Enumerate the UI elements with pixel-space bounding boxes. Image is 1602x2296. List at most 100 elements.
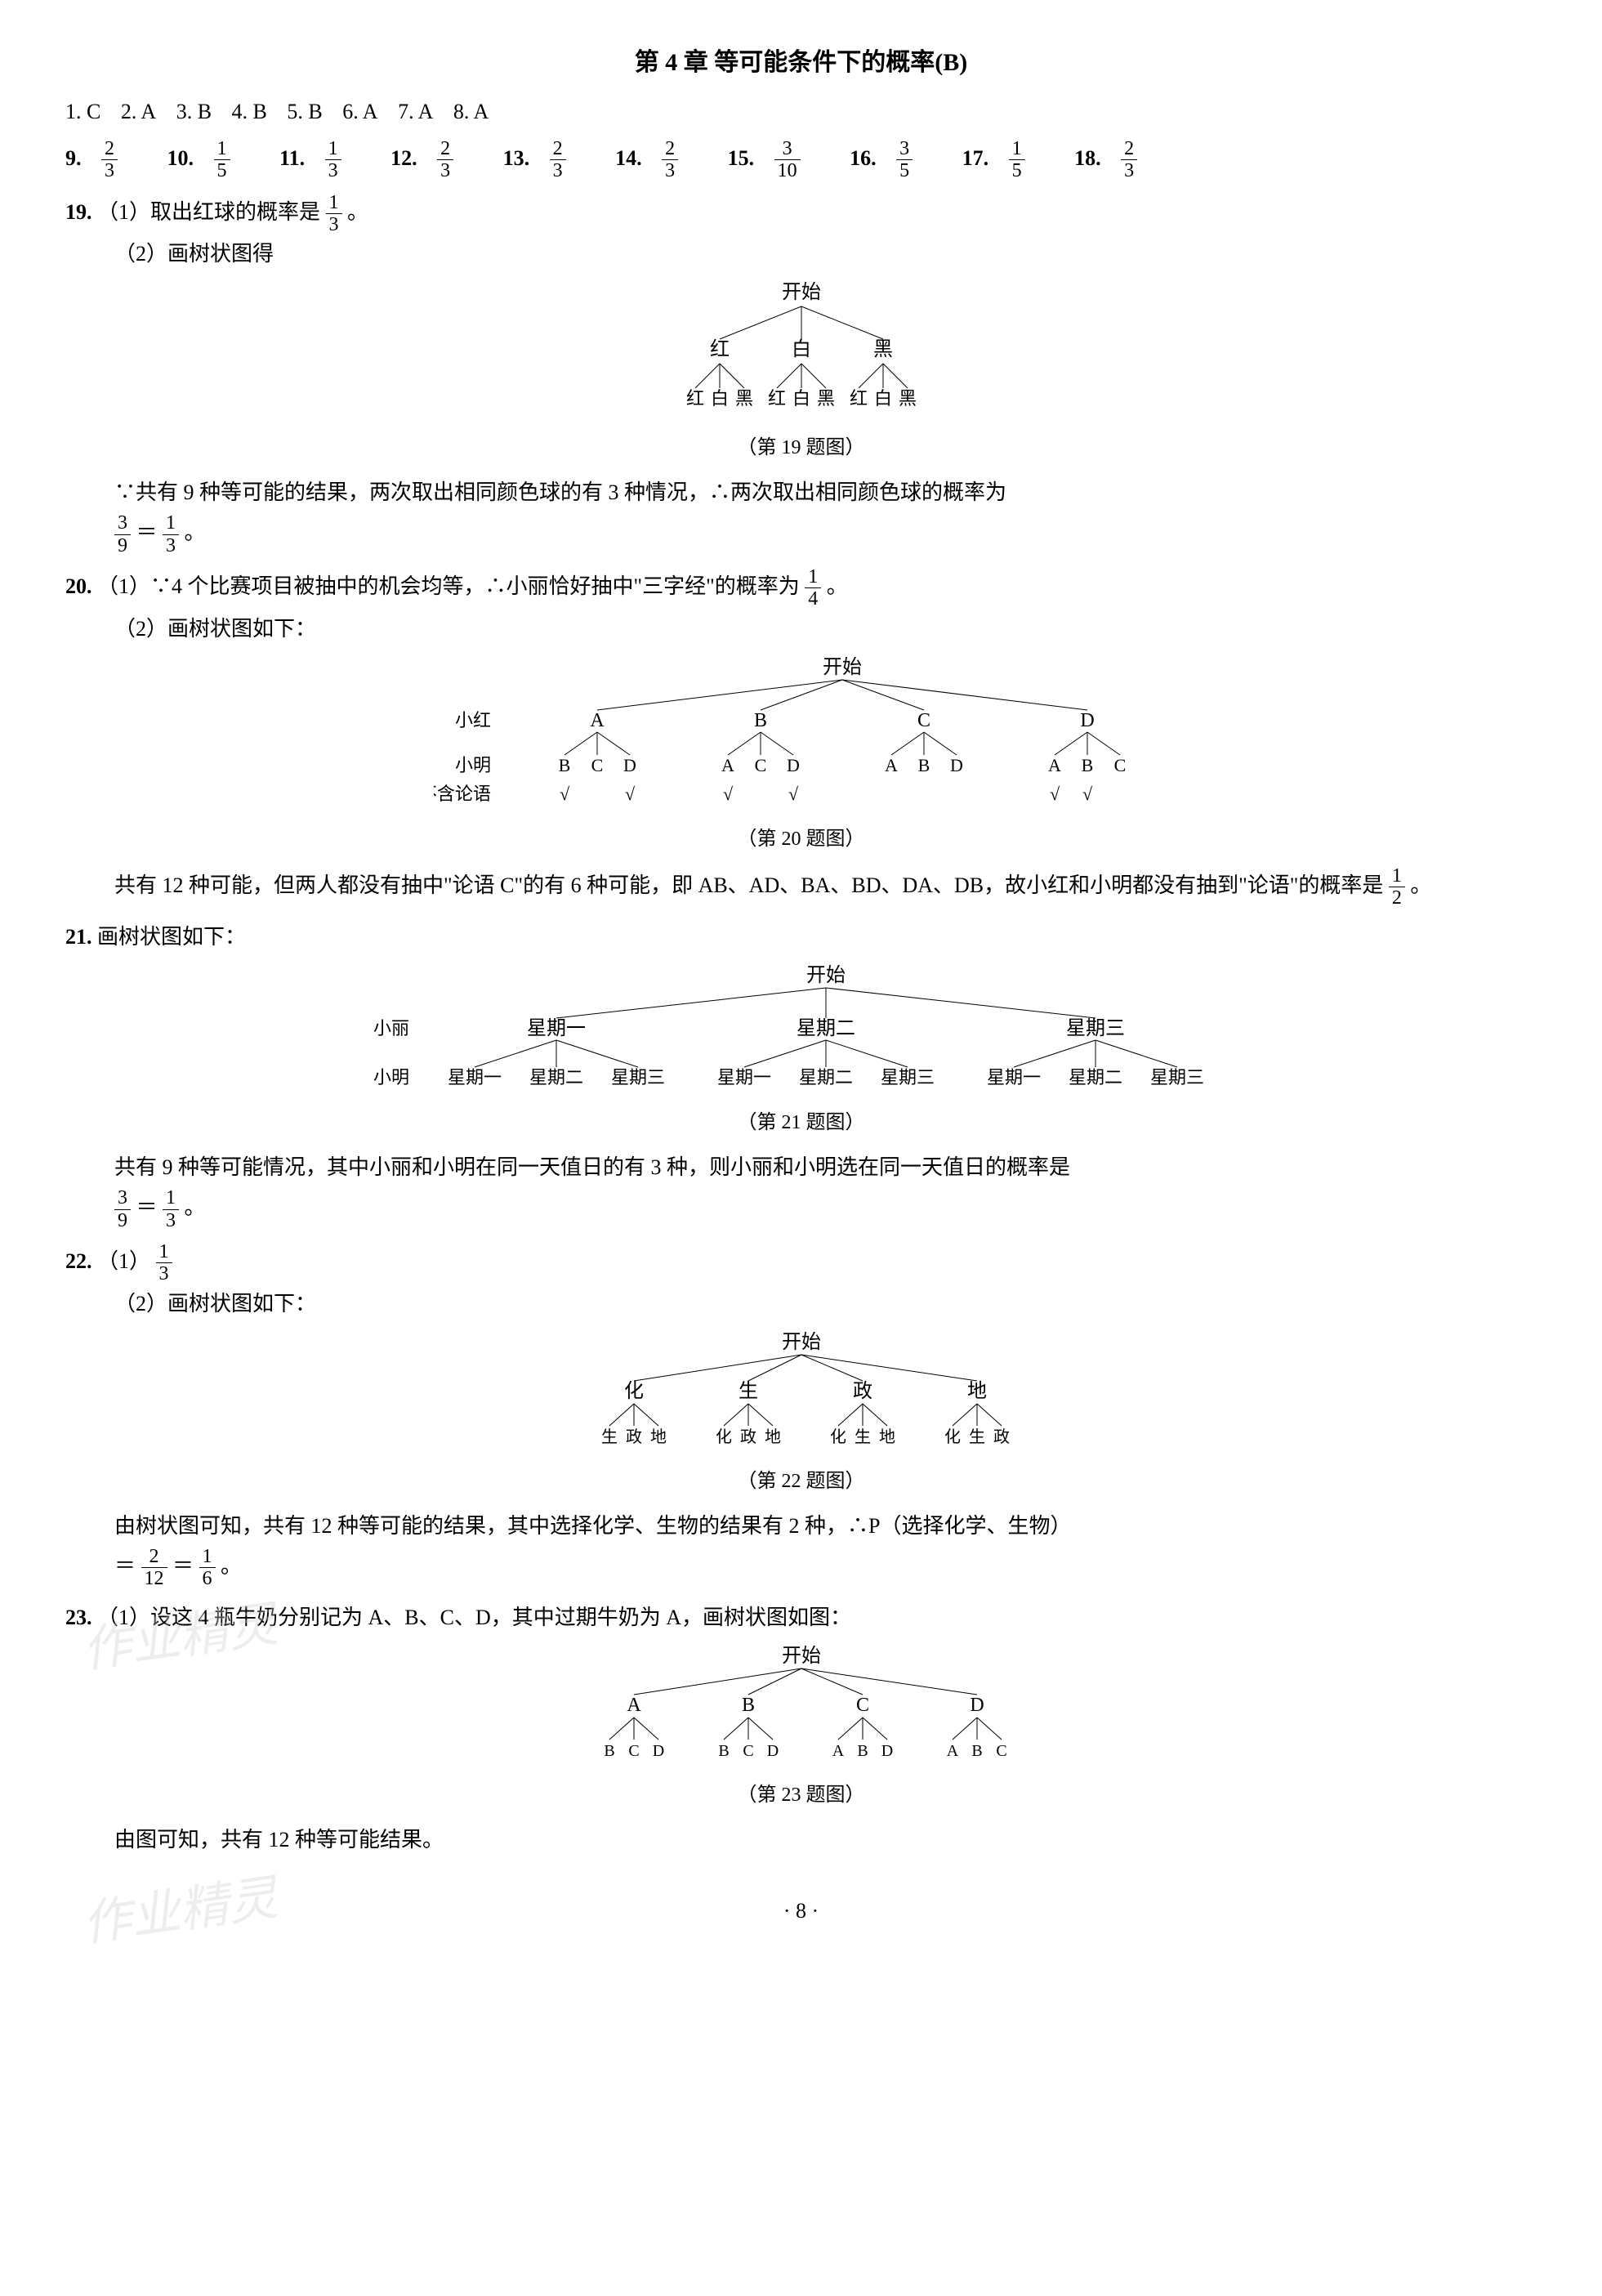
ans-11: 11. 13 [279,146,376,170]
svg-text:D: D [881,1742,892,1760]
q22-p2: （2）画树状图如下： [65,1285,1537,1324]
svg-text:A: A [885,755,898,775]
svg-text:B: B [753,710,766,731]
svg-text:C: C [1113,755,1126,775]
svg-text:星期三: 星期三 [880,1067,934,1088]
svg-text:D: D [950,755,963,775]
svg-text:黑: 黑 [898,388,916,409]
svg-text:生: 生 [855,1427,871,1446]
svg-text:化: 化 [830,1427,846,1446]
svg-text:D: D [652,1742,663,1760]
svg-text:地: 地 [967,1380,987,1402]
q19-tree: 开始 红 白 黑 红 白 黑 红 白 黑 红 白 黑 （第 19 题图） [65,282,1537,466]
q19-conclusion: ∵共有 9 种等可能的结果，两次取出相同颜色球的有 3 种情况，∴两次取出相同颜… [65,474,1537,556]
svg-text:D: D [1080,710,1094,731]
ans-16: 16. 35 [850,146,948,170]
q21-conclusion: 共有 9 种等可能情况，其中小丽和小明在同一天值日的有 3 种，则小丽和小明选在… [65,1149,1537,1231]
svg-text:A: A [627,1695,641,1716]
svg-text:黑: 黑 [816,388,834,409]
q19: 19. （1）取出红球的概率是 13 。 （2）画树状图得 开始 红 白 黑 红… [65,192,1537,556]
svg-text:星期一: 星期一 [986,1067,1040,1088]
ans-1: 1. C [65,100,100,123]
q20-tree: 开始 小红 A B C D 小明 B C D A C D A B [65,657,1537,857]
q23-p1: （1）设这 4 瓶牛奶分别记为 A、B、C、D，其中过期牛奶为 A，画树状图如图… [97,1606,851,1629]
svg-text:小丽: 小丽 [373,1018,408,1039]
svg-text:星期二: 星期二 [797,1018,855,1039]
svg-text:红: 红 [849,388,867,409]
tree-diagram-icon: 开始 小丽 星期一 星期二 星期三 小明 星期一 星期二 星期三 星期一 星期二… [352,965,1251,1104]
page-number: · 8 · [65,1892,1537,1931]
q21-caption: （第 21 题图） [65,1106,1537,1141]
ans-9: 9. 23 [65,146,153,170]
svg-text:小明: 小明 [373,1067,408,1088]
svg-text:地: 地 [879,1427,895,1446]
ans-14: 14. 23 [615,146,713,170]
svg-text:开始: 开始 [823,657,862,678]
svg-text:星期三: 星期三 [1149,1067,1203,1088]
ans-17: 17. 15 [962,146,1060,170]
svg-text:开始: 开始 [806,965,846,986]
ans-13: 13. 23 [503,146,601,170]
svg-text:生: 生 [739,1380,758,1402]
ans-8: 8. A [453,100,489,123]
q22-num: 22. [65,1249,92,1273]
svg-text:A: A [590,710,605,731]
svg-text:白: 白 [710,388,728,409]
svg-text:小明: 小明 [454,755,490,775]
svg-text:开始: 开始 [782,1646,821,1667]
svg-text:B: B [917,755,930,775]
svg-text:√: √ [624,784,635,804]
svg-text:B: B [741,1695,754,1716]
svg-text:黑: 黑 [873,339,893,360]
svg-text:红: 红 [710,338,730,360]
ans-12: 12. 23 [390,146,489,170]
svg-text:生: 生 [601,1427,618,1446]
svg-text:C: C [591,755,603,775]
svg-text:星期二: 星期二 [1068,1067,1122,1088]
svg-text:政: 政 [626,1427,642,1446]
svg-text:白: 白 [792,388,810,409]
svg-text:C: C [855,1695,868,1716]
q22-p1: （1） [97,1249,150,1273]
q23-tree: 开始 A B C D B C D B C D A B D A B [65,1646,1537,1813]
q21-num: 21. [65,925,92,949]
svg-text:星期一: 星期一 [447,1067,501,1088]
svg-text:地: 地 [650,1427,667,1446]
q22-tree: 开始 化 生 政 地 生 政 地 化 政 地 化 生 地 化 生 [65,1332,1537,1499]
ans-6: 6. A [342,100,377,123]
svg-text:小红: 小红 [454,710,490,730]
q23-conclusion: 由图可知，共有 12 种等可能结果。 [65,1821,1537,1860]
svg-text:C: C [754,755,766,775]
q20-conclusion: 共有 12 种可能，但两人都没有抽中"论语 C"的有 6 种可能，即 AB、AD… [65,865,1537,909]
mc-answers: 1. C 2. A 3. B 4. B 5. B 6. A 7. A 8. A [65,93,1537,132]
q20-p1-text: （1）∵4 个比赛项目被抽中的机会均等，∴小丽恰好抽中"三字经"的概率为 [97,574,800,598]
svg-text:B: B [718,1742,729,1760]
q20-num: 20. [65,574,92,598]
svg-text:A: A [1048,755,1061,775]
ans-18: 18. 23 [1074,146,1167,170]
svg-text:白: 白 [873,388,891,409]
svg-text:B: B [558,755,570,775]
q19-num: 19. [65,199,92,223]
svg-text:星期二: 星期二 [529,1067,582,1088]
frac-answers: 9. 23 10. 15 11. 13 12. 23 13. 23 14. 23… [65,138,1537,182]
tree-diagram-icon: 开始 红 白 黑 红 白 黑 红 白 黑 红 白 黑 [638,282,965,429]
q20: 20. （1）∵4 个比赛项目被抽中的机会均等，∴小丽恰好抽中"三字经"的概率为… [65,566,1537,909]
svg-text:C: C [743,1742,753,1760]
svg-text:C: C [628,1742,639,1760]
svg-text:化: 化 [624,1380,644,1402]
svg-text:A: A [832,1742,844,1760]
q19-p1-text: （1）取出红球的概率是 [97,199,320,223]
q23-num: 23. [65,1606,92,1629]
q20-caption: （第 20 题图） [65,822,1537,857]
ans-3: 3. B [176,100,212,123]
svg-text:红: 红 [685,388,703,409]
q22-caption: （第 22 题图） [65,1464,1537,1499]
svg-text:A: A [946,1742,958,1760]
ans-5: 5. B [287,100,322,123]
svg-text:√: √ [1049,784,1060,804]
q23: 23. （1）设这 4 瓶牛奶分别记为 A、B、C、D，其中过期牛奶为 A，画树… [65,1599,1537,1860]
svg-text:D: D [970,1695,984,1716]
svg-text:D: D [787,755,800,775]
q21: 21. 画树状图如下： 开始 小丽 星期一 星期二 星期三 小明 星期一 星期二… [65,918,1537,1231]
